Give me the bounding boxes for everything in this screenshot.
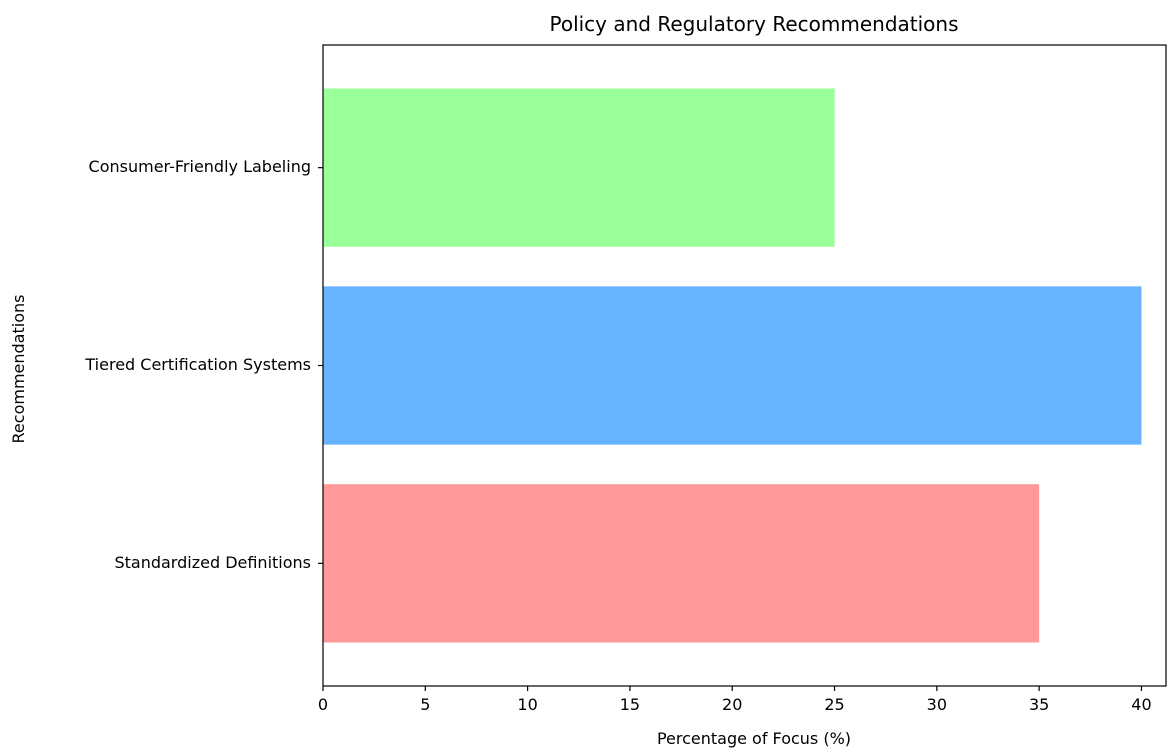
chart-title: Policy and Regulatory Recommendations xyxy=(549,12,958,36)
x-tick-label: 20 xyxy=(722,695,742,714)
y-tick-label: Consumer-Friendly Labeling xyxy=(89,157,311,176)
x-tick-label: 30 xyxy=(927,695,947,714)
bar-consumer-friendly-labeling xyxy=(323,88,835,247)
y-axis-label: Recommendations xyxy=(9,295,28,444)
x-tick-label: 25 xyxy=(824,695,844,714)
bar-tiered-certification-systems xyxy=(323,286,1142,445)
y-tick-label: Standardized Definitions xyxy=(114,553,311,572)
x-tick-label: 40 xyxy=(1131,695,1151,714)
x-tick-label: 10 xyxy=(517,695,537,714)
x-tick-label: 15 xyxy=(620,695,640,714)
x-tick-label: 5 xyxy=(420,695,430,714)
plot-frame xyxy=(322,44,1167,687)
x-axis-ticks: 0 5 10 15 20 25 30 35 40 xyxy=(318,686,1152,714)
bars-group xyxy=(323,88,1142,643)
x-tick-label: 0 xyxy=(318,695,328,714)
x-axis-label: Percentage of Focus (%) xyxy=(657,729,851,748)
y-axis-ticks: Standardized Definitions Tiered Certifica… xyxy=(84,157,323,572)
bar-standardized-definitions xyxy=(323,484,1040,643)
x-tick-label: 35 xyxy=(1029,695,1049,714)
y-tick-label: Tiered Certification Systems xyxy=(84,355,311,374)
